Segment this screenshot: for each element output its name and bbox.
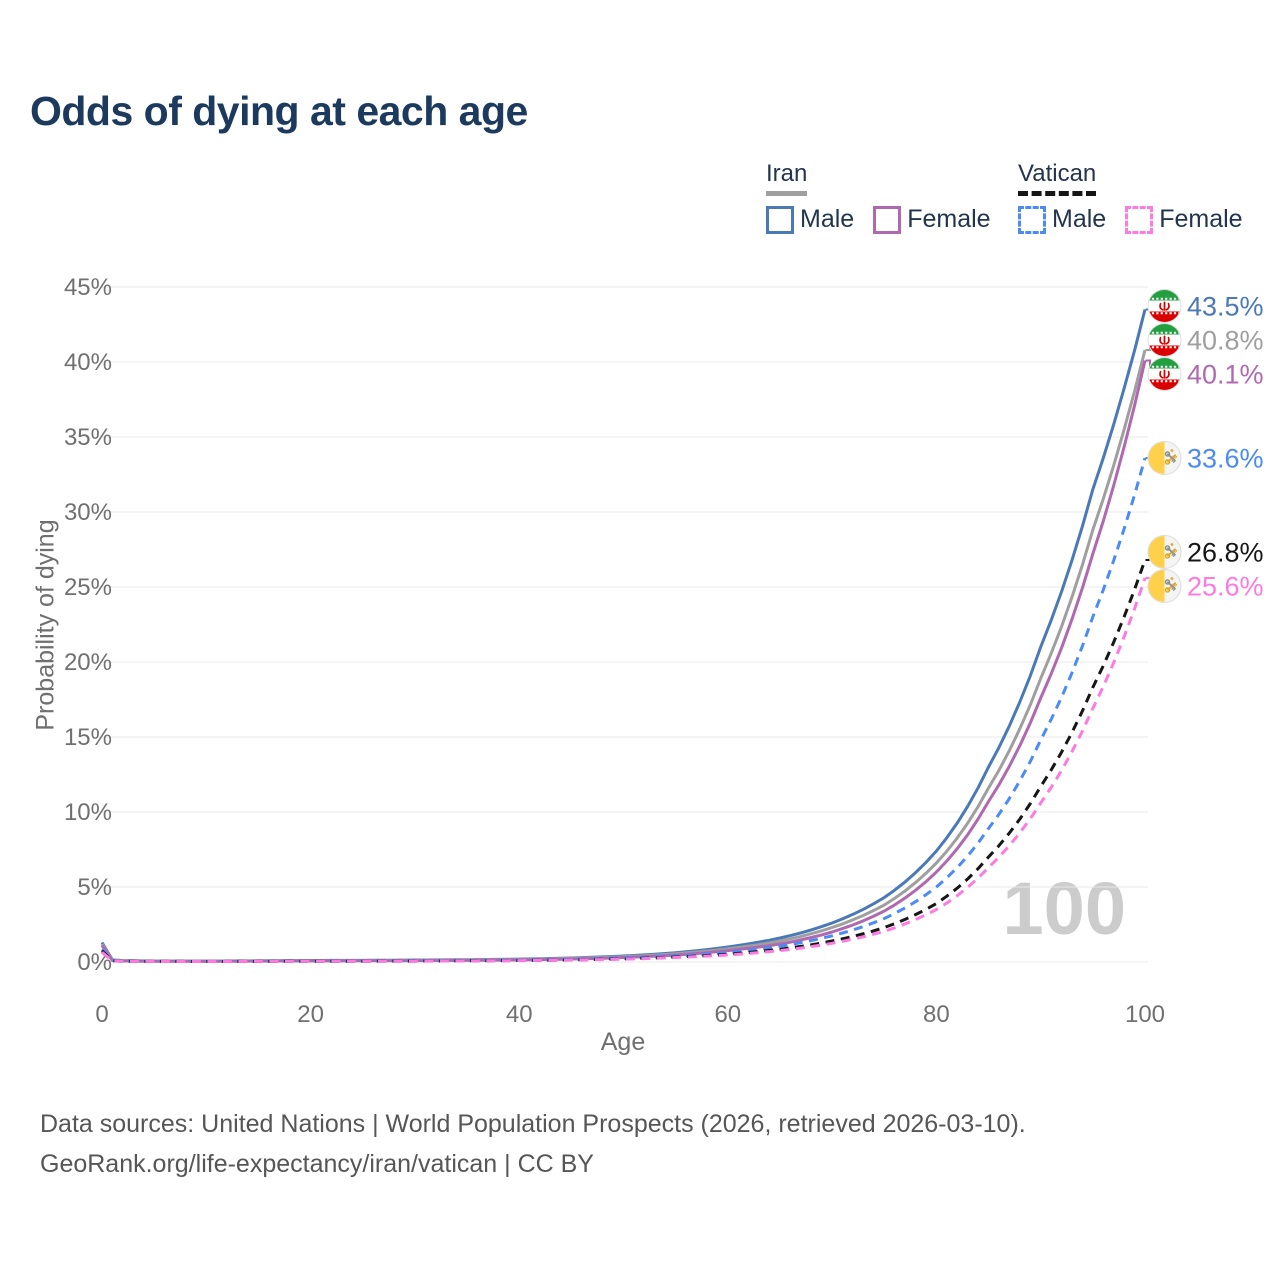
- iran-flag-icon: [1147, 289, 1182, 323]
- age-watermark: 100: [1002, 867, 1126, 950]
- y-tick-label: 45%: [64, 274, 112, 301]
- vatican-flag-icon: [1147, 535, 1182, 569]
- end-label-vatican-female: 25.6%: [1145, 569, 1264, 603]
- end-label-vatican-male: 33.6%: [1145, 441, 1264, 475]
- iran-flag-icon: [1147, 357, 1182, 391]
- y-tick-label: 35%: [64, 424, 112, 451]
- x-axis-ticks: 0 20 40 60 80 100: [95, 1001, 1165, 1028]
- legend-item-label: Male: [800, 205, 855, 233]
- legend-item-iran-male[interactable]: Male: [766, 205, 854, 234]
- series-line-iran-male: [100, 309, 1147, 963]
- x-tick-label: 100: [1125, 1001, 1165, 1028]
- legend-item-label: Female: [907, 205, 991, 233]
- legend-item-label: Male: [1052, 205, 1107, 233]
- x-tick-label: 60: [714, 1001, 741, 1028]
- vatican-male-swatch: [1018, 205, 1046, 234]
- series-line-vatican-female: [101, 577, 1147, 963]
- y-tick-label: 10%: [64, 799, 112, 826]
- end-label-value: 26.8%: [1187, 538, 1264, 568]
- footer-line-attribution: GeoRank.org/life-expectancy/iran/vatican…: [40, 1150, 594, 1178]
- legend-item-vatican-male[interactable]: Male: [1018, 205, 1106, 234]
- legend-item-label: Female: [1159, 205, 1243, 233]
- legend-header-vatican: Vatican: [1018, 160, 1097, 196]
- legend-header-iran: Iran: [766, 160, 808, 196]
- y-tick-label: 20%: [64, 649, 112, 676]
- y-tick-label: 15%: [64, 724, 112, 751]
- y-tick-label: 5%: [77, 874, 112, 901]
- end-label-iran-all: 40.8%: [1145, 323, 1264, 357]
- end-label-value: 43.5%: [1187, 292, 1264, 322]
- series-line-iran-all: [100, 349, 1147, 963]
- end-label-value: 40.8%: [1187, 326, 1264, 356]
- x-tick-label: 80: [923, 1001, 950, 1028]
- x-tick-label: 20: [297, 1001, 324, 1028]
- series-line-vatican-all: [100, 559, 1147, 963]
- y-tick-label: 30%: [64, 499, 112, 526]
- vatican-female-swatch: [1125, 205, 1154, 234]
- vatican-flag-icon: [1147, 569, 1182, 603]
- y-tick-label: 40%: [64, 349, 112, 376]
- end-label-value: 40.1%: [1187, 360, 1264, 390]
- end-label-iran-female: 40.1%: [1145, 357, 1264, 391]
- series-line-vatican-male: [100, 457, 1147, 963]
- y-tick-label: 25%: [64, 574, 112, 601]
- legend-group-iran: Iran Male Female: [766, 160, 991, 234]
- gridlines: [100, 286, 1148, 963]
- legend-group-vatican: Vatican Male Female: [1018, 160, 1243, 234]
- end-label-value: 33.6%: [1187, 444, 1264, 474]
- end-label-vatican-all: 26.8%: [1145, 535, 1264, 569]
- iran-flag-icon: [1147, 323, 1182, 357]
- series-line-iran-female: [100, 360, 1147, 963]
- vatican-flag-icon: [1147, 441, 1182, 475]
- x-tick-label: 0: [95, 1001, 108, 1028]
- footer-line-sources: Data sources: United Nations | World Pop…: [40, 1110, 1026, 1138]
- legend-item-iran-female[interactable]: Female: [873, 205, 991, 234]
- y-axis-ticks: 0%5%10%15%20%25%30%35%40%45%: [64, 274, 112, 976]
- end-label-value: 25.6%: [1187, 572, 1264, 602]
- end-label-iran-male: 43.5%: [1145, 289, 1264, 323]
- x-tick-label: 40: [506, 1001, 533, 1028]
- legend-item-vatican-female[interactable]: Female: [1125, 205, 1243, 234]
- iran-female-swatch: [873, 205, 902, 234]
- iran-male-swatch: [766, 205, 794, 234]
- y-axis-title: Probability of dying: [31, 519, 60, 731]
- x-axis-title: Age: [600, 1028, 646, 1056]
- data-source-footer: Data sources: United Nations | World Pop…: [40, 1104, 1026, 1184]
- page-title: Odds of dying at each age: [30, 88, 528, 134]
